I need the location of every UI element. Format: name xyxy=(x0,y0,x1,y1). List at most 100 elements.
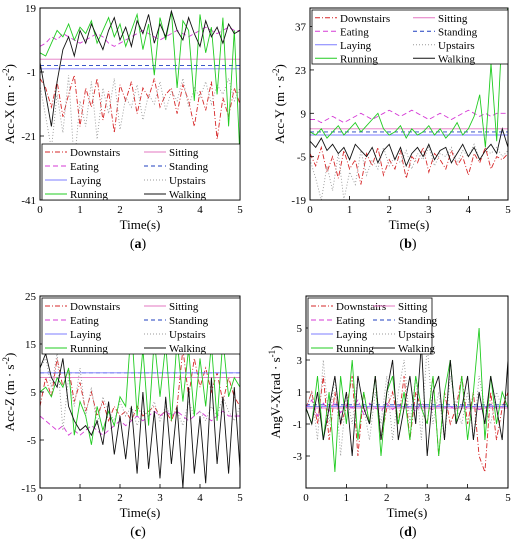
legend-label: Upstairs xyxy=(438,40,475,52)
series-line-eating xyxy=(306,399,508,418)
legend-label: Laying xyxy=(336,329,368,341)
legend-label: Running xyxy=(70,189,108,201)
legend-label: Sitting xyxy=(438,13,468,25)
y-tick-label: -19 xyxy=(291,195,306,207)
x-tick-label: 2 xyxy=(117,492,123,504)
x-tick-label: 0 xyxy=(307,204,313,216)
y-tick-label: 5 xyxy=(297,323,303,335)
legend-label: Eating xyxy=(70,315,99,327)
legend-box xyxy=(311,9,509,65)
legend-label: Running xyxy=(70,343,108,355)
legend-label: Laying xyxy=(340,40,372,52)
x-tick-label: 0 xyxy=(303,492,309,504)
legend-label: Downstairs xyxy=(70,147,120,159)
y-tick-label: -1 xyxy=(27,67,36,79)
x-tick-label: 1 xyxy=(347,204,353,216)
x-tick-label: 5 xyxy=(505,204,511,216)
x-tick-label: 1 xyxy=(344,492,350,504)
y-tick-label: 15 xyxy=(25,339,37,351)
y-tick-label: 5 xyxy=(31,387,37,399)
panel-label: (a) xyxy=(130,237,147,252)
x-tick-label: 0 xyxy=(37,492,43,504)
legend-label: Running xyxy=(336,343,374,355)
series-group xyxy=(306,327,508,473)
series-line-walking xyxy=(310,127,508,168)
series-line-running xyxy=(310,8,508,148)
legend-label: Standing xyxy=(398,315,438,327)
x-tick-label: 3 xyxy=(157,204,163,216)
legend: Downstairs Sitting Eating Standing Laying Ups… xyxy=(41,143,241,201)
legend: Downstairs Sitting Eating Standing Laying Ups… xyxy=(311,9,509,65)
legend-label: Sitting xyxy=(169,147,199,159)
y-tick-label: -1 xyxy=(293,419,302,431)
series-line-running xyxy=(40,11,240,159)
legend-label: Running xyxy=(340,53,378,65)
series-group xyxy=(40,324,240,488)
legend-label: Eating xyxy=(336,315,365,327)
legend-label: Downstairs xyxy=(336,301,386,313)
series-line-downstairs xyxy=(40,75,240,140)
series-line-upstairs xyxy=(40,353,240,431)
x-axis-label: Time(s) xyxy=(120,217,161,232)
series-line-running xyxy=(40,324,240,445)
legend-label: Upstairs xyxy=(169,175,206,187)
x-tick-label: 4 xyxy=(197,492,203,504)
x-axis-label: Time(s) xyxy=(389,217,430,232)
x-tick-label: 5 xyxy=(237,204,243,216)
y-tick-label: -3 xyxy=(293,451,303,463)
legend-label: Walking xyxy=(169,189,206,201)
x-tick-label: 2 xyxy=(117,204,123,216)
legend-label: Downstairs xyxy=(340,13,390,25)
panel-c: 0 1 2 3 4 5 -15 -5 5 15 25 Time(s) Acc-Z (m · s-2) (c… xyxy=(1,291,243,540)
y-axis-label: Acc-Y (m · s-2) xyxy=(271,64,287,144)
legend-label: Walking xyxy=(398,343,435,355)
y-tick-label: 19 xyxy=(25,3,37,15)
y-axis-label: AngV-X(rad · s-1) xyxy=(267,346,283,439)
y-axis-label: Acc-Z (m · s-2) xyxy=(1,353,17,432)
panel-label: (d) xyxy=(399,525,416,540)
legend-label: Sitting xyxy=(398,301,428,313)
legend-box xyxy=(307,297,433,355)
legend-label: Walking xyxy=(169,343,206,355)
legend-label: Sitting xyxy=(169,301,199,313)
x-tick-label: 3 xyxy=(426,204,432,216)
series-line-downstairs xyxy=(310,145,508,185)
y-tick-label: 23 xyxy=(295,65,307,77)
x-tick-label: 1 xyxy=(77,204,83,216)
y-axis-label: Acc-X (m · s-2) xyxy=(1,64,17,144)
plot-frame xyxy=(309,7,509,201)
y-tick-label: -15 xyxy=(21,483,36,495)
series-line-running xyxy=(306,327,508,473)
x-tick-label: 3 xyxy=(157,492,163,504)
x-tick-label: 2 xyxy=(384,492,390,504)
legend-label: Upstairs xyxy=(398,329,435,341)
x-tick-label: 4 xyxy=(465,492,471,504)
legend-label: Eating xyxy=(340,26,369,38)
legend-box xyxy=(41,297,241,355)
series-line-walking xyxy=(40,9,240,127)
x-tick-label: 4 xyxy=(197,204,203,216)
legend-box xyxy=(41,143,241,201)
legend: Downstairs Sitting Eating Standing Laying Ups… xyxy=(41,297,241,355)
legend-label: Laying xyxy=(70,175,102,187)
y-tick-label: 3 xyxy=(297,355,303,367)
panel-label: (b) xyxy=(399,237,416,252)
x-tick-label: 5 xyxy=(505,492,511,504)
x-tick-label: 1 xyxy=(77,492,83,504)
legend-label: Downstairs xyxy=(70,301,120,313)
legend-label: Standing xyxy=(169,315,209,327)
y-tick-label: -5 xyxy=(297,152,307,164)
y-tick-label: -21 xyxy=(21,131,36,143)
legend-label: Standing xyxy=(438,26,478,38)
x-axis-label: Time(s) xyxy=(120,505,161,520)
y-tick-label: 1 xyxy=(297,387,303,399)
panel-label: (c) xyxy=(130,525,146,540)
series-line-eating xyxy=(310,109,508,124)
legend: Downstairs Sitting Eating Standing Laying Ups… xyxy=(307,297,438,355)
x-axis-label: Time(s) xyxy=(387,505,428,520)
x-tick-label: 5 xyxy=(237,492,243,504)
legend-label: Laying xyxy=(70,329,102,341)
legend-label: Walking xyxy=(438,53,475,65)
